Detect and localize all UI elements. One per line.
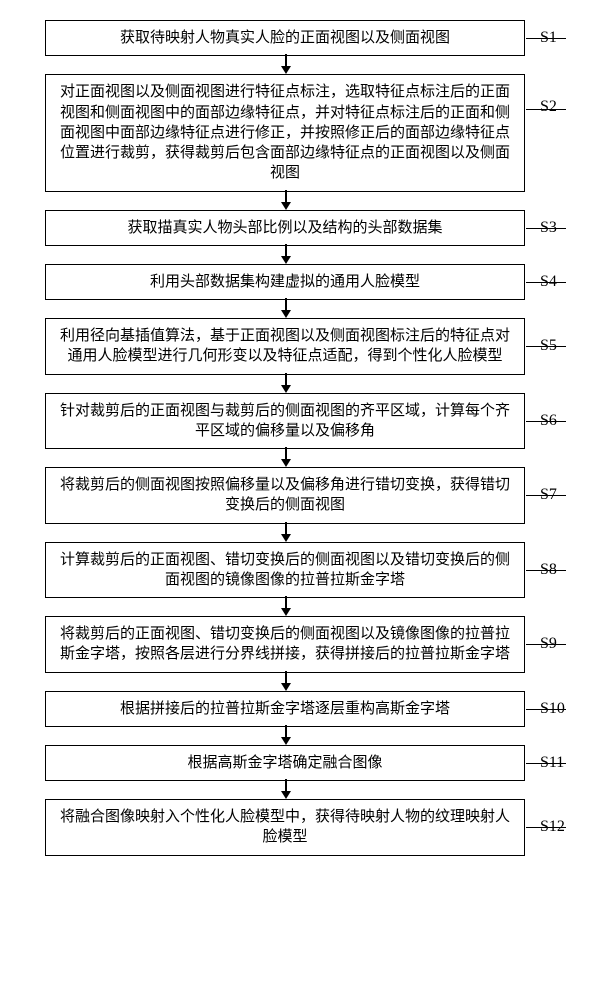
step-label: S3 — [540, 219, 557, 237]
step-row: 获取待映射人物真实人脸的正面视图以及侧面视图 S1 — [30, 20, 575, 56]
arrow-wrap — [30, 727, 575, 745]
step-row: 将融合图像映射入个性化人脸模型中，获得待映射人物的纹理映射人脸模型 S12 — [30, 799, 575, 856]
step-row: 获取描真实人物头部比例以及结构的头部数据集 S3 — [30, 210, 575, 246]
arrow-wrap — [30, 375, 575, 393]
step-label: S9 — [540, 635, 557, 653]
arrow-wrap — [30, 300, 575, 318]
step-row: 根据高斯金字塔确定融合图像 S11 — [30, 745, 575, 781]
step-label: S6 — [540, 412, 557, 430]
step-row: 将裁剪后的侧面视图按照偏移量以及偏移角进行错切变换，获得错切变换后的侧面视图 S7 — [30, 467, 575, 524]
step-box: 将融合图像映射入个性化人脸模型中，获得待映射人物的纹理映射人脸模型 — [45, 799, 525, 856]
arrow-wrap — [30, 673, 575, 691]
arrow-wrap — [30, 56, 575, 74]
step-box: 针对裁剪后的正面视图与裁剪后的侧面视图的齐平区域，计算每个齐平区域的偏移量以及偏… — [45, 393, 525, 450]
step-label: S7 — [540, 486, 557, 504]
step-box: 根据拼接后的拉普拉斯金字塔逐层重构高斯金字塔 — [45, 691, 525, 727]
arrow-wrap — [30, 246, 575, 264]
step-label: S4 — [540, 273, 557, 291]
arrow-wrap — [30, 598, 575, 616]
step-box: 将裁剪后的正面视图、错切变换后的侧面视图以及镜像图像的拉普拉斯金字塔，按照各层进… — [45, 616, 525, 673]
step-box: 将裁剪后的侧面视图按照偏移量以及偏移角进行错切变换，获得错切变换后的侧面视图 — [45, 467, 525, 524]
step-box: 计算裁剪后的正面视图、错切变换后的侧面视图以及错切变换后的侧面视图的镜像图像的拉… — [45, 542, 525, 599]
step-label: S2 — [540, 98, 557, 116]
step-row: 计算裁剪后的正面视图、错切变换后的侧面视图以及错切变换后的侧面视图的镜像图像的拉… — [30, 542, 575, 599]
step-label: S1 — [540, 29, 557, 47]
arrow-wrap — [30, 449, 575, 467]
step-box: 对正面视图以及侧面视图进行特征点标注，选取特征点标注后的正面视图和侧面视图中的面… — [45, 74, 525, 191]
step-row: 针对裁剪后的正面视图与裁剪后的侧面视图的齐平区域，计算每个齐平区域的偏移量以及偏… — [30, 393, 575, 450]
step-row: 利用头部数据集构建虚拟的通用人脸模型 S4 — [30, 264, 575, 300]
arrow-wrap — [30, 781, 575, 799]
step-box: 获取描真实人物头部比例以及结构的头部数据集 — [45, 210, 525, 246]
step-row: 利用径向基插值算法，基于正面视图以及侧面视图标注后的特征点对通用人脸模型进行几何… — [30, 318, 575, 375]
step-label: S8 — [540, 561, 557, 579]
arrow-wrap — [30, 192, 575, 210]
step-label: S12 — [540, 818, 565, 836]
step-box: 利用径向基插值算法，基于正面视图以及侧面视图标注后的特征点对通用人脸模型进行几何… — [45, 318, 525, 375]
step-label: S5 — [540, 337, 557, 355]
flowchart-container: 获取待映射人物真实人脸的正面视图以及侧面视图 S1 对正面视图以及侧面视图进行特征点… — [30, 20, 575, 856]
step-row: 根据拼接后的拉普拉斯金字塔逐层重构高斯金字塔 S10 — [30, 691, 575, 727]
step-row: 对正面视图以及侧面视图进行特征点标注，选取特征点标注后的正面视图和侧面视图中的面… — [30, 74, 575, 191]
step-label: S11 — [540, 754, 564, 772]
step-box: 获取待映射人物真实人脸的正面视图以及侧面视图 — [45, 20, 525, 56]
step-label: S10 — [540, 700, 565, 718]
step-box: 利用头部数据集构建虚拟的通用人脸模型 — [45, 264, 525, 300]
step-box: 根据高斯金字塔确定融合图像 — [45, 745, 525, 781]
arrow-wrap — [30, 524, 575, 542]
step-row: 将裁剪后的正面视图、错切变换后的侧面视图以及镜像图像的拉普拉斯金字塔，按照各层进… — [30, 616, 575, 673]
